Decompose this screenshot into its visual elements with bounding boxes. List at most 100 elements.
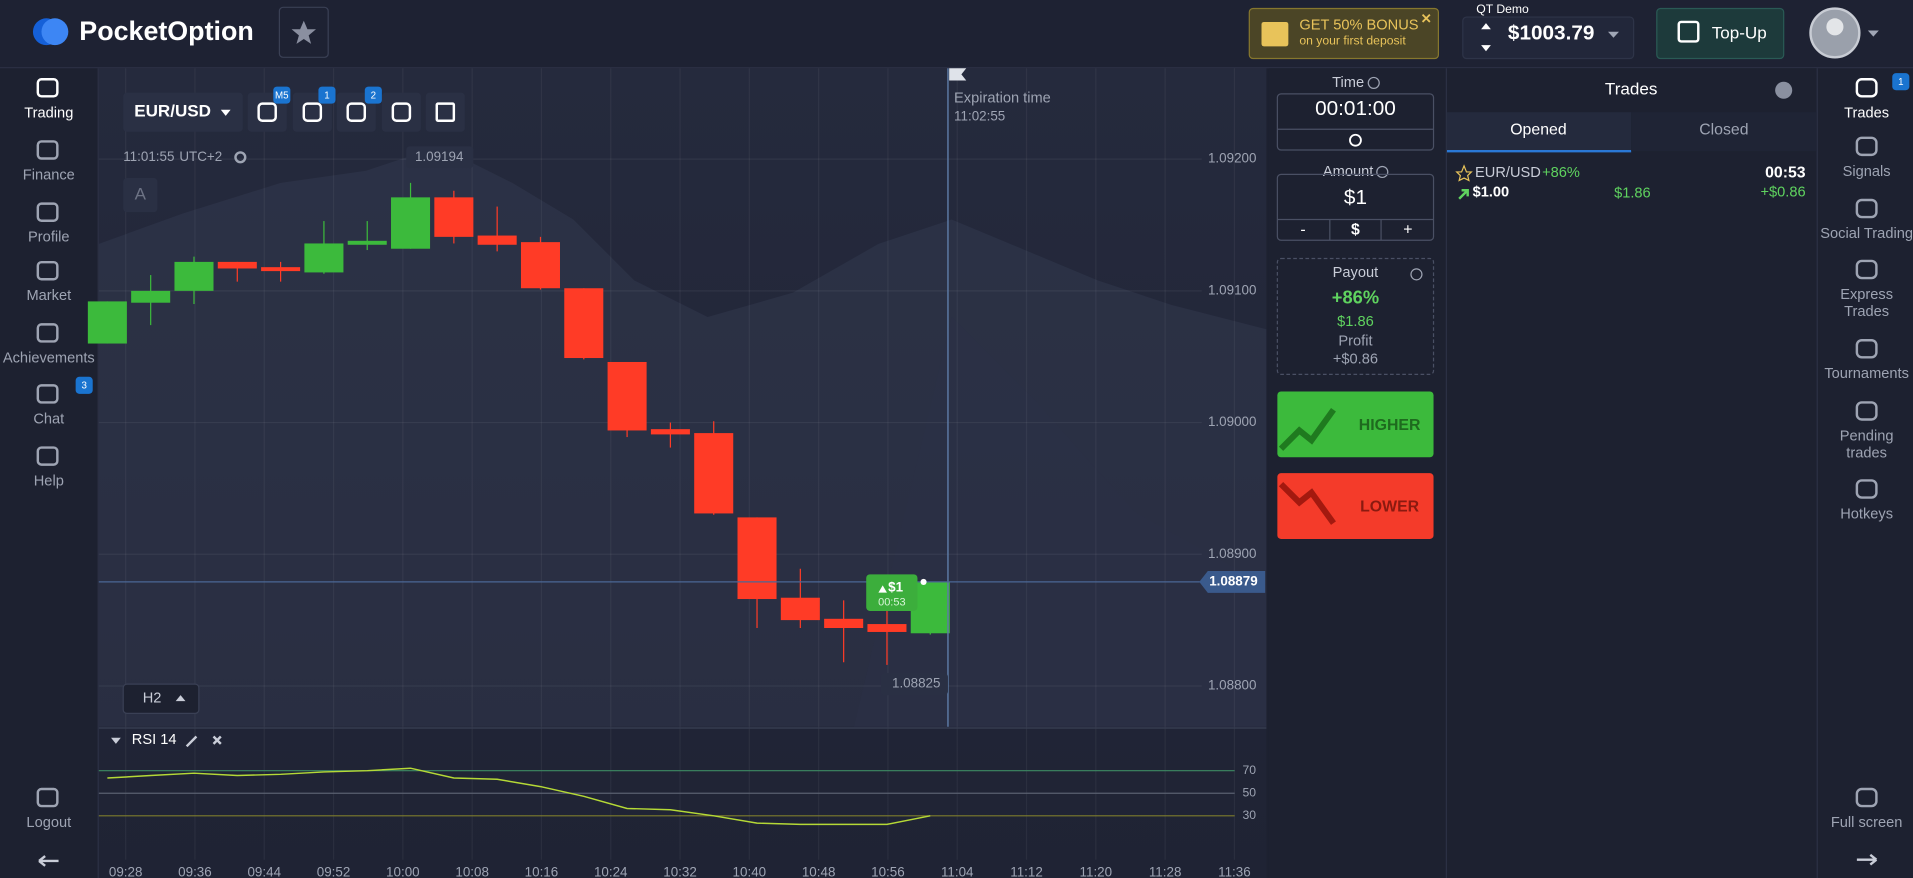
time-tick-label: 11:36	[1218, 865, 1251, 878]
settings-icon[interactable]	[234, 151, 247, 164]
bonus-banner[interactable]	[1248, 7, 1440, 60]
trade-marker-amount: $1	[888, 579, 903, 594]
nav-label[interactable]: Logout	[26, 815, 71, 831]
nav-icon[interactable]	[1855, 401, 1878, 421]
nav-icon[interactable]	[1855, 198, 1878, 219]
interval-label[interactable]: H2	[143, 691, 162, 707]
tab[interactable]	[1631, 112, 1817, 152]
candle-body	[564, 288, 604, 359]
forward-arrow[interactable]	[1856, 853, 1878, 866]
star-icon	[1455, 164, 1473, 182]
candle-body	[520, 242, 560, 289]
rsi-tick-label: 30	[1243, 808, 1257, 822]
nav-label[interactable]: Full screen	[1831, 815, 1903, 831]
nav-label[interactable]: Trading	[24, 105, 73, 121]
caret	[220, 109, 231, 116]
candle-body	[824, 618, 864, 629]
font-button[interactable]	[123, 178, 158, 213]
trade-amount: $1.00	[1473, 185, 1510, 201]
currency-button[interactable]: $	[1351, 222, 1360, 239]
close-icon[interactable]	[212, 735, 222, 745]
price-tick-label: 1.08800	[1208, 678, 1256, 693]
time-tick-label: 09:36	[178, 865, 212, 878]
nav-label[interactable]: Pending	[1840, 428, 1894, 444]
tab-active[interactable]	[1446, 112, 1632, 152]
higher-label[interactable]: HIGHER	[1359, 417, 1421, 434]
nav-icon[interactable]	[36, 384, 59, 404]
nav-icon[interactable]	[1855, 136, 1878, 157]
favorite-button[interactable]	[278, 6, 329, 58]
nav-icon[interactable]	[36, 323, 59, 343]
toolbar-button[interactable]	[425, 92, 465, 132]
nav-icon[interactable]	[1855, 259, 1878, 280]
list-icon[interactable]	[1775, 81, 1793, 99]
nav-icon[interactable]	[36, 787, 59, 808]
tab-label[interactable]: Closed	[1699, 122, 1748, 139]
nav-label[interactable]: Market	[26, 288, 71, 304]
nav-icon[interactable]	[1855, 787, 1878, 808]
logo-text: PocketOption	[79, 16, 253, 46]
time-tick-label: 10:08	[455, 865, 489, 878]
amount-input[interactable]	[1276, 173, 1435, 241]
nav-label[interactable]: Tournaments	[1824, 366, 1909, 382]
topup-icon	[1677, 20, 1700, 43]
tab-label[interactable]: Opened	[1510, 122, 1566, 139]
nav-label[interactable]: Trades	[1844, 304, 1889, 320]
nav-icon[interactable]	[36, 260, 59, 281]
nav-label[interactable]: Chat	[33, 411, 64, 427]
badge	[1892, 73, 1910, 91]
nav-icon[interactable]	[36, 446, 59, 466]
candle-body	[391, 197, 431, 249]
nav-label[interactable]: Social Trading	[1820, 226, 1913, 242]
nav-label[interactable]: Achievements	[3, 350, 95, 366]
nav-label[interactable]: Help	[34, 474, 64, 490]
nav-icon[interactable]	[1855, 479, 1878, 499]
payout-percent: +86%	[1332, 287, 1379, 308]
payout-box	[1276, 257, 1435, 375]
time-input[interactable]	[1276, 93, 1435, 151]
nav-icon[interactable]	[36, 78, 59, 98]
nav-label[interactable]: Express	[1840, 287, 1893, 303]
plus-button[interactable]: +	[1403, 222, 1412, 239]
rsi-tick-label: 70	[1243, 763, 1257, 777]
nav-label[interactable]: Signals	[1843, 164, 1891, 180]
time-tick-label: 09:52	[317, 865, 351, 878]
edit-icon[interactable]	[185, 735, 198, 748]
nav-label[interactable]: Profile	[28, 230, 69, 246]
higher-button[interactable]	[1277, 391, 1434, 458]
nav-label[interactable]: Finance	[23, 167, 75, 183]
badge-text: 3	[81, 381, 86, 392]
close-icon[interactable]	[1421, 13, 1431, 23]
nav-label[interactable]: Trades	[1844, 105, 1889, 121]
profit-label: Profit	[1338, 333, 1372, 349]
minus-button[interactable]: -	[1300, 222, 1305, 239]
toolbar-button[interactable]	[381, 92, 421, 132]
current-price-tag	[1199, 570, 1266, 593]
toolbar-icon	[257, 102, 277, 122]
back-arrow[interactable]	[38, 855, 59, 867]
candle-body	[304, 243, 344, 273]
badge	[273, 86, 291, 104]
nav-icon[interactable]	[1855, 78, 1878, 98]
current-price-label: 1.08879	[1209, 573, 1257, 588]
caret-up	[175, 695, 186, 702]
pair-label[interactable]: EUR/USD	[134, 102, 211, 121]
nav-icon[interactable]	[1855, 339, 1878, 359]
nav-label[interactable]: trades	[1846, 445, 1887, 461]
lower-label[interactable]: LOWER	[1360, 498, 1420, 515]
pair-selector[interactable]	[123, 92, 243, 132]
candle-body	[477, 235, 517, 245]
interval-button[interactable]	[122, 683, 200, 714]
font-button-label[interactable]: A	[135, 185, 147, 204]
lower-button[interactable]	[1277, 473, 1434, 539]
account-selector[interactable]	[1462, 16, 1635, 60]
time-tick-label: 10:16	[525, 865, 559, 878]
badge-text: 1	[1898, 77, 1903, 88]
nav-icon[interactable]	[36, 202, 59, 222]
up-arrow	[1458, 189, 1469, 200]
nav-label[interactable]: Hotkeys	[1840, 506, 1893, 522]
star-icon	[291, 20, 316, 44]
candle-body	[261, 267, 301, 272]
nav-icon[interactable]	[36, 140, 59, 160]
amount-label: Amount	[1323, 164, 1373, 180]
